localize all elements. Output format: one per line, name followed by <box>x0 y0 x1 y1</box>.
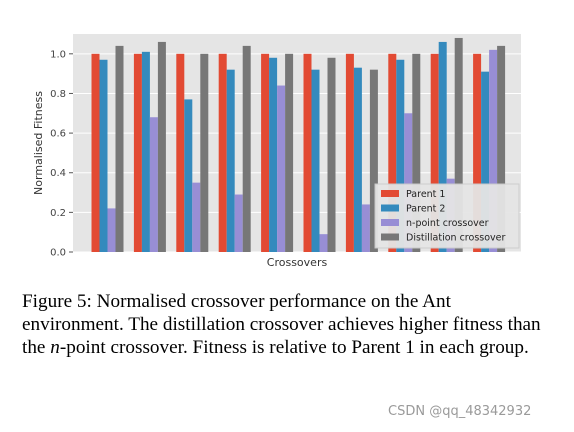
bar <box>192 182 201 252</box>
y-tick-label: 0.8 <box>50 89 66 100</box>
bar <box>345 53 354 253</box>
bar <box>157 41 166 252</box>
bar <box>226 69 235 252</box>
bar-chart: 0.0 0.2 0.4 0.6 0.8 1.0 Normalised Fitness Cr… <box>32 34 521 269</box>
bar <box>91 53 100 253</box>
legend-label: Parent 2 <box>406 204 445 215</box>
bar <box>388 53 397 253</box>
bar <box>200 53 209 253</box>
legend-label: n-point crossover <box>406 218 489 229</box>
bar <box>353 67 362 252</box>
bar <box>438 41 447 252</box>
bar <box>242 45 251 253</box>
bar <box>489 49 498 252</box>
bar <box>141 51 150 252</box>
bar <box>149 117 158 253</box>
bar <box>303 53 312 253</box>
bar <box>369 69 378 252</box>
legend-label: Distillation crossover <box>406 233 505 244</box>
bar <box>99 59 108 252</box>
bar <box>234 194 243 252</box>
bar <box>481 71 490 253</box>
bar <box>184 99 193 253</box>
bar <box>218 53 227 253</box>
y-tick-label: 0.0 <box>50 248 66 259</box>
y-tick-label: 0.4 <box>50 168 66 179</box>
bar <box>107 208 116 252</box>
legend-swatch <box>381 190 399 197</box>
bar <box>430 53 439 253</box>
legend-swatch <box>381 219 399 226</box>
legend-swatch <box>381 233 399 241</box>
legend: Parent 1 Parent 2 n-point crossover Distill… <box>374 183 520 249</box>
x-axis-label: Crossovers <box>267 256 328 269</box>
bar <box>454 37 463 252</box>
watermark: CSDN @qq_48342932 <box>388 404 532 419</box>
bar <box>277 85 286 252</box>
y-tick-label: 0.2 <box>50 208 66 219</box>
bar <box>319 234 328 252</box>
bars <box>91 37 506 253</box>
bar <box>115 45 124 253</box>
bar <box>412 53 421 253</box>
bar <box>361 204 370 252</box>
figure-caption: Figure 5: Normalised crossover performan… <box>22 291 541 358</box>
bar <box>404 113 413 252</box>
bar <box>473 53 482 253</box>
bar <box>269 57 278 253</box>
y-tick-label: 1.0 <box>50 49 66 60</box>
legend-label: Parent 1 <box>406 189 445 200</box>
bar <box>133 53 142 253</box>
bar <box>176 53 185 253</box>
y-axis-ticks: 0.0 0.2 0.4 0.6 0.8 1.0 <box>50 49 73 259</box>
bar <box>396 59 405 252</box>
bar <box>327 57 336 253</box>
bar <box>285 53 294 253</box>
bar <box>261 53 270 253</box>
y-tick-label: 0.6 <box>50 129 66 140</box>
bar <box>497 45 506 253</box>
y-axis-label: Normalised Fitness <box>32 91 45 195</box>
legend-swatch <box>381 204 399 212</box>
bar <box>311 69 320 252</box>
